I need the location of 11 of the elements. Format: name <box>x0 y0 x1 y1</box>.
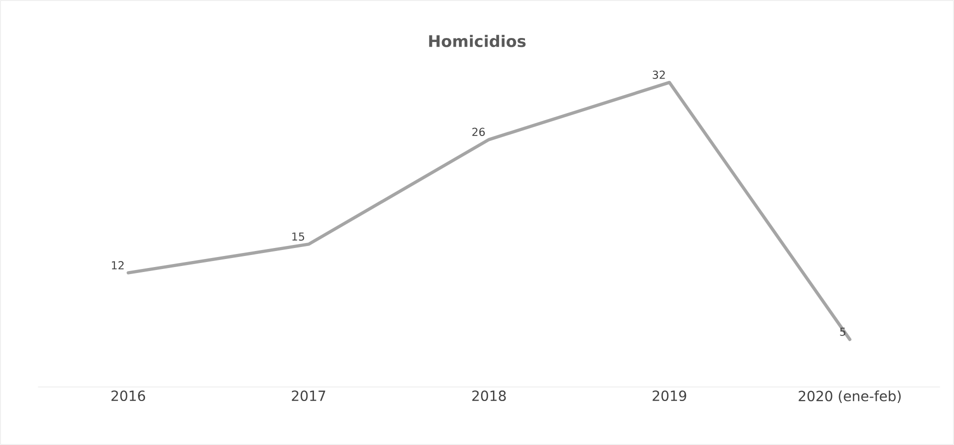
data-label: 5 <box>840 328 846 336</box>
data-label: 26 <box>472 128 485 136</box>
x-tick-label: 2018 <box>472 390 506 402</box>
data-label: 15 <box>292 232 304 241</box>
x-tick-label: 2017 <box>292 390 326 402</box>
data-label: 12 <box>112 261 124 270</box>
data-label: 32 <box>652 70 665 79</box>
x-tick-label: 2019 <box>652 390 686 402</box>
x-tick-label: 2020 (ene-feb) <box>798 390 901 403</box>
x-tick-label: 2016 <box>111 390 146 402</box>
chart-title: Homicidios <box>429 34 526 48</box>
